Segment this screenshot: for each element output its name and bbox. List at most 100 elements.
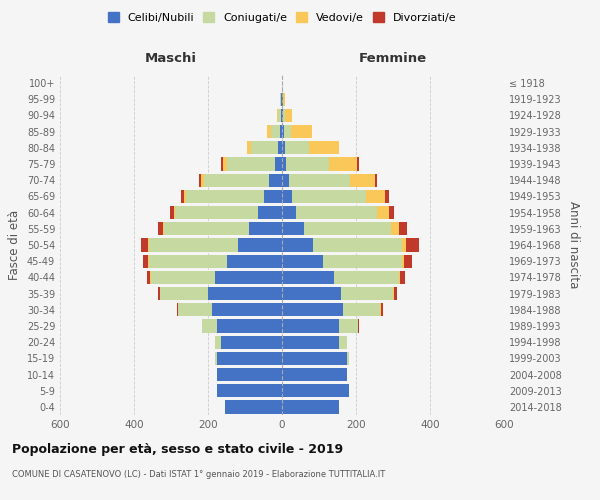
Bar (247, 141, 251, 154)
Bar (284, 125, 291, 138)
Bar (217, 384, 282, 398)
Bar (184, 190, 186, 203)
Bar (340, 336, 347, 349)
Bar (283, 92, 286, 106)
Bar (173, 206, 175, 220)
Bar (202, 174, 204, 187)
Bar (402, 254, 404, 268)
Bar (398, 222, 407, 235)
Bar (277, 109, 278, 122)
Bar (281, 109, 282, 122)
Text: Popolazione per età, sesso e stato civile - 2019: Popolazione per età, sesso e stato civil… (12, 442, 343, 456)
Bar (278, 141, 282, 154)
Bar (282, 206, 296, 220)
Bar (258, 206, 282, 220)
Bar (381, 303, 383, 316)
Bar (149, 238, 238, 252)
Text: Femmine: Femmine (359, 52, 427, 66)
Bar (215, 336, 221, 349)
Bar (398, 270, 400, 284)
Bar (402, 238, 406, 252)
Bar (227, 254, 282, 268)
Bar (350, 174, 374, 187)
Bar (341, 287, 393, 300)
Bar (275, 158, 282, 170)
Bar (377, 206, 389, 220)
Bar (263, 190, 282, 203)
Bar (323, 254, 402, 268)
Bar (334, 270, 398, 284)
Bar (283, 109, 285, 122)
Bar (176, 303, 178, 316)
Bar (281, 92, 282, 106)
Bar (280, 92, 281, 106)
Bar (178, 303, 212, 316)
Bar (282, 141, 285, 154)
Bar (282, 238, 313, 252)
Bar (282, 384, 349, 398)
Bar (271, 125, 280, 138)
Bar (278, 109, 281, 122)
Bar (282, 109, 283, 122)
Bar (282, 368, 347, 381)
Bar (221, 158, 223, 170)
Bar (223, 158, 227, 170)
Bar (282, 320, 340, 332)
Bar (304, 222, 391, 235)
Bar (282, 125, 284, 138)
Bar (217, 320, 282, 332)
Bar (282, 270, 334, 284)
Bar (269, 174, 282, 187)
Bar (309, 141, 338, 154)
Bar (280, 125, 282, 138)
Bar (204, 174, 269, 187)
Bar (285, 141, 309, 154)
Bar (149, 254, 227, 268)
Bar (249, 222, 282, 235)
Bar (141, 238, 148, 252)
Bar (282, 158, 286, 170)
Bar (357, 158, 359, 170)
Bar (394, 287, 397, 300)
Bar (340, 320, 358, 332)
Y-axis label: Fasce di età: Fasce di età (8, 210, 21, 280)
Bar (227, 158, 275, 170)
Bar (282, 336, 340, 349)
Y-axis label: Anni di nascita: Anni di nascita (567, 202, 580, 288)
Bar (163, 222, 164, 235)
Bar (358, 320, 359, 332)
Bar (181, 190, 184, 203)
Bar (217, 368, 282, 381)
Bar (146, 270, 150, 284)
Bar (285, 109, 292, 122)
Bar (175, 206, 258, 220)
Bar (282, 400, 340, 413)
Bar (291, 125, 311, 138)
Bar (215, 352, 217, 365)
Text: Maschi: Maschi (145, 52, 197, 66)
Bar (160, 287, 208, 300)
Bar (374, 174, 377, 187)
Bar (282, 190, 292, 203)
Bar (282, 222, 304, 235)
Bar (282, 352, 347, 365)
Bar (170, 206, 173, 220)
Bar (367, 190, 385, 203)
Bar (343, 303, 380, 316)
Bar (406, 238, 419, 252)
Bar (217, 352, 282, 365)
Bar (238, 238, 282, 252)
Bar (221, 336, 282, 349)
Legend: Celibi/Nubili, Coniugati/e, Vedovi/e, Divorziati/e: Celibi/Nubili, Coniugati/e, Vedovi/e, Di… (103, 8, 461, 28)
Bar (329, 158, 357, 170)
Bar (296, 206, 377, 220)
Bar (199, 174, 202, 187)
Bar (389, 206, 394, 220)
Bar (400, 270, 405, 284)
Bar (313, 238, 402, 252)
Bar (289, 174, 350, 187)
Bar (143, 254, 148, 268)
Bar (202, 320, 217, 332)
Text: COMUNE DI CASATENOVO (LC) - Dati ISTAT 1° gennaio 2019 - Elaborazione TUTTITALIA: COMUNE DI CASATENOVO (LC) - Dati ISTAT 1… (12, 470, 385, 479)
Bar (391, 222, 398, 235)
